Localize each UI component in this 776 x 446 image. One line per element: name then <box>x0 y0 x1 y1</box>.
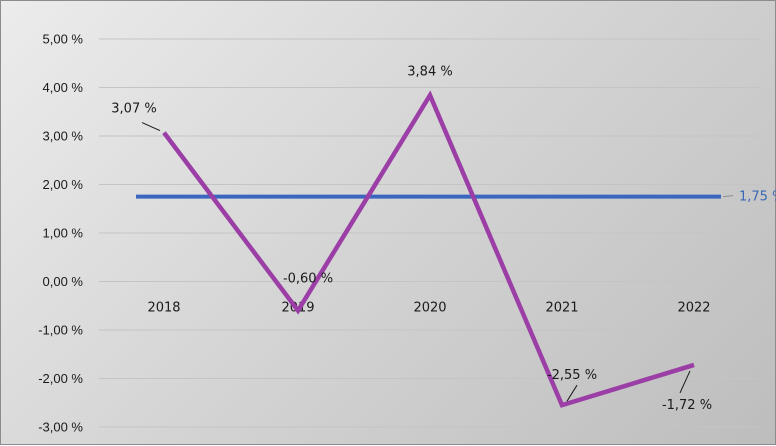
data-label: -1,72 % <box>662 398 712 413</box>
data-label: 3,07 % <box>111 102 156 117</box>
y-tick-label: 5,00 % <box>43 32 84 47</box>
x-tick-label: 2022 <box>677 301 710 316</box>
y-tick-label: -2,00 % <box>38 371 83 386</box>
y-tick-label: -3,00 % <box>38 420 83 435</box>
series-line-growth <box>164 95 694 405</box>
y-axis-tick-labels: 5,00 % 4,00 % 3,00 % 2,00 % 1,00 % 0,00 % -1,0… <box>38 32 83 435</box>
data-label-leader-line <box>680 371 690 393</box>
y-tick-label: 1,00 % <box>43 226 84 241</box>
data-labels: 3,07 % -0,60 % 3,84 % -2,55 % -1,72 % 1,75 % <box>111 64 776 413</box>
data-label-leader-line <box>142 123 160 131</box>
data-label: -0,60 % <box>283 272 333 287</box>
x-tick-label: 2021 <box>545 301 578 316</box>
y-tick-label: 3,00 % <box>43 129 84 144</box>
y-tick-label: 2,00 % <box>43 177 84 192</box>
y-tick-label: -1,00 % <box>38 323 83 338</box>
data-label-leader-line <box>723 196 733 197</box>
y-tick-label: 0,00 % <box>43 274 84 289</box>
x-tick-label: 2018 <box>147 301 180 316</box>
data-label: -2,55 % <box>547 368 597 383</box>
y-tick-label: 4,00 % <box>43 80 84 95</box>
series-lines <box>136 95 721 405</box>
data-label: 3,84 % <box>407 64 452 79</box>
x-tick-label: 2020 <box>413 301 446 316</box>
data-label-average: 1,75 % <box>739 190 776 205</box>
